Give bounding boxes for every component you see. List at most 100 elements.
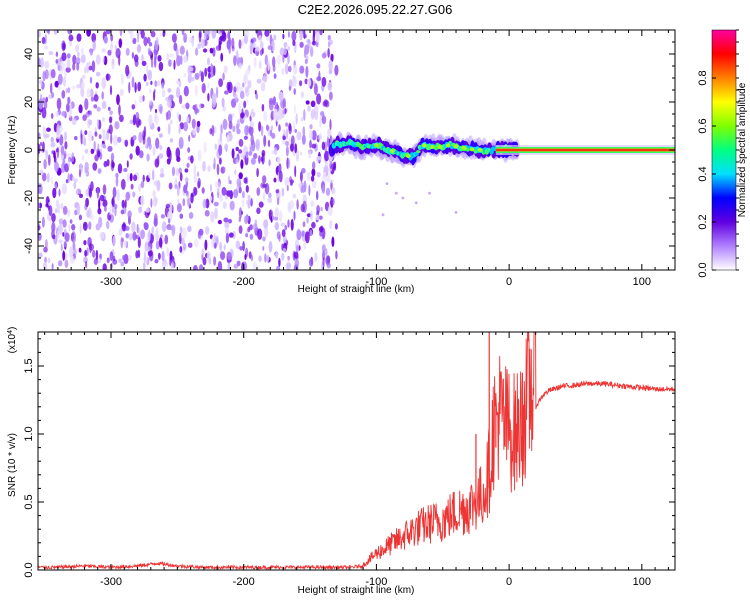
noise-speckle bbox=[255, 46, 260, 52]
signal-hot bbox=[453, 144, 459, 149]
noise-speckle bbox=[105, 130, 110, 141]
noise-speckle bbox=[179, 45, 185, 55]
colorbar-tick-label: 0.2 bbox=[697, 214, 709, 229]
noise-speckle bbox=[118, 104, 121, 116]
noise-speckle bbox=[238, 172, 243, 180]
noise-speckle bbox=[153, 217, 158, 227]
noise-speckle bbox=[60, 145, 65, 156]
noise-speckle bbox=[158, 153, 164, 159]
noise-speckle bbox=[285, 122, 288, 127]
noise-speckle bbox=[233, 97, 239, 103]
noise-speckle bbox=[250, 254, 254, 262]
noise-speckle bbox=[110, 41, 113, 52]
noise-speckle bbox=[276, 265, 280, 270]
noise-speckle bbox=[39, 142, 43, 147]
noise-speckle bbox=[155, 240, 160, 250]
noise-speckle bbox=[71, 234, 75, 242]
noise-speckle bbox=[124, 199, 127, 209]
noise-speckle bbox=[137, 81, 142, 92]
noise-speckle bbox=[224, 229, 230, 234]
spectrogram-xtick-label: -100 bbox=[365, 276, 387, 288]
noise-speckle bbox=[198, 31, 202, 43]
noise-speckle bbox=[47, 257, 51, 264]
noise-speckle bbox=[166, 53, 169, 61]
spectrogram-ytick-label: 0 bbox=[23, 147, 35, 153]
noise-speckle bbox=[84, 161, 89, 174]
noise-speckle bbox=[147, 69, 152, 81]
noise-speckle bbox=[245, 86, 250, 97]
snr-panel: -300 -200 -100 0 100 0.0 0.5 1.0 1.5 Height of s… bbox=[7, 327, 676, 596]
noise-speckle bbox=[183, 242, 187, 251]
noise-speckle bbox=[90, 214, 94, 220]
noise-speckle bbox=[169, 250, 173, 261]
noise-speckle bbox=[176, 55, 181, 67]
noise-speckle bbox=[179, 55, 183, 65]
noise-speckle bbox=[335, 250, 338, 260]
noise-speckle bbox=[166, 246, 169, 256]
noise-speckle bbox=[67, 53, 71, 59]
noise-speckle bbox=[168, 94, 174, 100]
noise-speckle bbox=[175, 147, 181, 159]
noise-speckle bbox=[95, 82, 99, 89]
noise-speckle bbox=[226, 134, 230, 143]
noise-speckle bbox=[139, 150, 144, 159]
noise-speckle bbox=[213, 256, 217, 266]
noise-speckle bbox=[144, 241, 149, 252]
noise-speckle bbox=[167, 123, 171, 135]
noise-speckle bbox=[102, 55, 105, 64]
noise-speckle bbox=[222, 118, 228, 130]
noise-speckle bbox=[194, 84, 198, 97]
noise-speckle bbox=[78, 247, 82, 253]
noise-speckle bbox=[112, 255, 116, 262]
noise-speckle bbox=[207, 82, 210, 89]
noise-speckle bbox=[311, 221, 316, 229]
noise-speckle bbox=[120, 261, 125, 267]
noise-speckle bbox=[291, 75, 297, 87]
noise-speckle bbox=[71, 224, 76, 231]
noise-speckle bbox=[107, 129, 111, 134]
noise-speckle bbox=[220, 52, 224, 62]
noise-speckle bbox=[111, 198, 114, 205]
noise-speckle bbox=[48, 205, 53, 217]
noise-speckle bbox=[293, 103, 296, 114]
noise-speckle bbox=[270, 125, 274, 131]
noise-speckle bbox=[293, 120, 296, 133]
noise-speckle bbox=[188, 134, 191, 142]
noise-speckle bbox=[299, 30, 303, 41]
noise-speckle bbox=[102, 117, 106, 122]
noise-speckle bbox=[183, 121, 189, 132]
noise-speckle bbox=[63, 150, 67, 160]
colorbar-gradient bbox=[711, 29, 737, 271]
noise-speckle bbox=[245, 151, 249, 159]
noise-speckle bbox=[147, 250, 153, 257]
noise-speckle bbox=[264, 253, 267, 263]
noise-speckle bbox=[126, 172, 130, 182]
noise-speckle bbox=[55, 51, 59, 57]
noise-speckle bbox=[176, 87, 181, 99]
noise-speckle bbox=[49, 214, 52, 225]
noise-speckle bbox=[84, 66, 87, 74]
snr-xtick-label: 100 bbox=[633, 576, 651, 588]
noise-speckle bbox=[121, 237, 124, 243]
noise-speckle bbox=[140, 30, 145, 39]
noise-speckle bbox=[247, 199, 251, 209]
noise-speckle bbox=[50, 176, 54, 186]
noise-speckle bbox=[43, 100, 48, 109]
noise-speckle bbox=[296, 199, 299, 210]
spectrogram-xtick-label: 0 bbox=[506, 276, 512, 288]
noise-speckle bbox=[56, 97, 62, 110]
noise-speckle bbox=[239, 90, 245, 100]
noise-speckle bbox=[284, 63, 289, 75]
snr-axes: -300 -200 -100 0 100 0.0 0.5 1.0 1.5 bbox=[23, 332, 675, 588]
noise-speckle bbox=[150, 80, 153, 85]
noise-speckle bbox=[223, 217, 229, 223]
noise-speckle bbox=[138, 119, 142, 126]
noise-speckle bbox=[61, 183, 67, 195]
noise-speckle bbox=[71, 85, 76, 90]
noise-speckle bbox=[82, 134, 86, 146]
noise-speckle bbox=[103, 205, 107, 212]
noise-speckle bbox=[258, 35, 262, 43]
noise-speckle bbox=[125, 226, 130, 231]
noise-speckle bbox=[254, 90, 257, 95]
snr-series-line bbox=[38, 332, 675, 570]
